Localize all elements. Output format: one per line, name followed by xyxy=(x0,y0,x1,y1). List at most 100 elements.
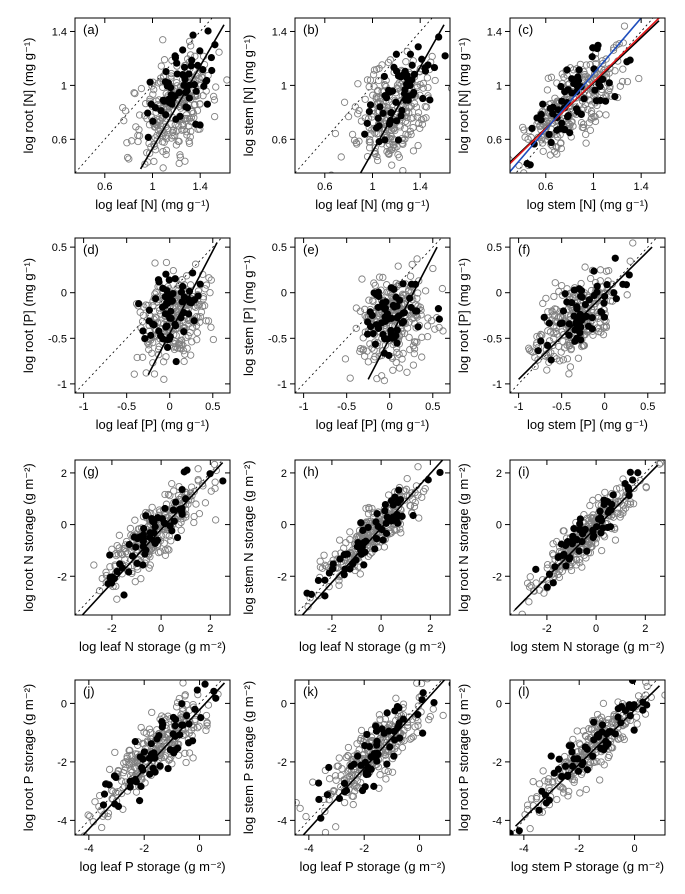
ytick-label: 0 xyxy=(496,698,502,710)
panel-letter: (a) xyxy=(83,22,99,37)
ytick-label: 0.6 xyxy=(52,134,67,146)
panel-i: -202-202log stem N storage (g m⁻²)log ro… xyxy=(450,448,680,673)
ytick-label: 1.4 xyxy=(52,26,67,38)
ytick-label: -4 xyxy=(277,815,287,827)
xlabel: log leaf [P] (mg g⁻¹) xyxy=(96,417,210,432)
ytick-label: -0.5 xyxy=(268,333,287,345)
xtick-label: 1.4 xyxy=(413,181,428,193)
panel-letter: (h) xyxy=(303,464,319,479)
ytick-label: -1 xyxy=(492,379,502,391)
fit-line-black xyxy=(141,25,224,169)
ylabel: log root [P] (mg g⁻¹) xyxy=(456,258,471,373)
fit-line-black xyxy=(82,463,222,615)
xtick-label: 0.5 xyxy=(205,401,220,413)
filled-points xyxy=(361,33,449,145)
xtick-label: -2 xyxy=(542,623,552,635)
panel-a: 0.611.40.611.4log leaf [N] (mg g⁻¹)log r… xyxy=(15,6,245,231)
ytick-label: 1 xyxy=(281,80,287,92)
ytick-label: 0.5 xyxy=(52,242,67,254)
ylabel: log root N storage (g m⁻²) xyxy=(21,463,36,611)
ytick-label: 0 xyxy=(496,288,502,300)
ylabel: log root [N] (mg g⁻¹) xyxy=(456,38,471,154)
ytick-label: 0 xyxy=(496,520,502,532)
ytick-label: 0 xyxy=(61,698,67,710)
xtick-label: -4 xyxy=(84,843,94,855)
ytick-label: 0 xyxy=(281,520,287,532)
panel-letter: (c) xyxy=(518,22,533,37)
ytick-label: -1 xyxy=(277,379,287,391)
panel-letter: (g) xyxy=(83,464,99,479)
fit-line-black xyxy=(515,465,658,610)
filled-points xyxy=(532,469,641,591)
ytick-label: -1 xyxy=(57,379,67,391)
panel-g: -202-202log leaf N storage (g m⁻²)log ro… xyxy=(15,448,245,673)
xtick-label: 1 xyxy=(369,181,375,193)
xtick-label: 1.4 xyxy=(634,181,649,193)
frame xyxy=(510,18,665,173)
xlabel: log stem P storage (g m⁻²) xyxy=(511,859,664,874)
xtick-label: 0 xyxy=(416,843,422,855)
xtick-label: -4 xyxy=(519,843,529,855)
panel-letter: (k) xyxy=(303,684,318,699)
xtick-label: 2 xyxy=(427,623,433,635)
xtick-label: 0 xyxy=(378,623,384,635)
fit-line-black xyxy=(303,680,444,835)
xtick-label: -2 xyxy=(327,623,337,635)
panel-letter: (d) xyxy=(83,242,99,257)
panel-e: -1-0.500.5-1-0.500.5log leaf [P] (mg g⁻¹… xyxy=(235,226,465,451)
ytick-label: 0.5 xyxy=(487,242,502,254)
panel-j: -4-20-4-20log leaf P storage (g m⁻²)log … xyxy=(15,668,245,893)
xtick-label: -1 xyxy=(79,401,89,413)
xlabel: log leaf P storage (g m⁻²) xyxy=(79,859,225,874)
ytick-label: -0.5 xyxy=(48,333,67,345)
xtick-label: 1 xyxy=(590,181,596,193)
xlabel: log leaf N storage (g m⁻²) xyxy=(299,639,446,654)
xtick-label: 0.6 xyxy=(317,181,332,193)
ytick-label: 0 xyxy=(281,288,287,300)
ytick-label: 0 xyxy=(281,698,287,710)
xtick-label: 0 xyxy=(158,623,164,635)
xtick-label: -2 xyxy=(107,623,117,635)
panel-b: 0.611.40.611.4log leaf [N] (mg g⁻¹)log s… xyxy=(235,6,465,231)
ytick-label: -2 xyxy=(57,571,67,583)
ytick-label: 1 xyxy=(61,80,67,92)
xtick-label: 0 xyxy=(196,843,202,855)
xlabel: log stem [N] (mg g⁻¹) xyxy=(527,197,649,212)
ytick-label: 1.4 xyxy=(487,26,502,38)
xtick-label: 0 xyxy=(602,401,608,413)
xtick-label: 0 xyxy=(167,401,173,413)
ytick-label: 0.6 xyxy=(272,134,287,146)
ytick-label: -4 xyxy=(492,815,502,827)
xtick-label: -0.5 xyxy=(117,401,136,413)
ytick-label: 2 xyxy=(281,468,287,480)
fit-line-black xyxy=(83,683,224,835)
fit-line-blue xyxy=(510,18,641,172)
xtick-label: 0.5 xyxy=(425,401,440,413)
ylabel: log stem [P] (mg g⁻¹) xyxy=(241,255,256,376)
panel-letter: (l) xyxy=(518,684,530,699)
ylabel: log root [N] (mg g⁻¹) xyxy=(21,38,36,154)
panel-letter: (e) xyxy=(303,242,319,257)
xtick-label: 0.6 xyxy=(538,181,553,193)
fit-line-black xyxy=(516,686,660,826)
xtick-label: 2 xyxy=(207,623,213,635)
ytick-label: 0.6 xyxy=(487,134,502,146)
xtick-label: 0.5 xyxy=(640,401,655,413)
xlabel: log leaf N storage (g m⁻²) xyxy=(79,639,226,654)
open-points xyxy=(489,448,664,640)
ylabel: log stem N storage (g m⁻²) xyxy=(241,460,256,614)
xtick-label: 1.4 xyxy=(193,181,208,193)
ytick-label: -2 xyxy=(492,571,502,583)
xtick-label: 1 xyxy=(149,181,155,193)
ytick-label: 2 xyxy=(61,468,67,480)
fit-line-black xyxy=(519,247,652,379)
ylabel: log stem [N] (mg g⁻¹) xyxy=(241,35,256,157)
ylabel: log root P storage (g m⁻²) xyxy=(21,684,36,832)
xtick-label: 0 xyxy=(387,401,393,413)
ytick-label: 1.4 xyxy=(272,26,287,38)
panel-letter: (i) xyxy=(518,464,530,479)
panel-c: 0.611.40.611.4log stem [N] (mg g⁻¹)log r… xyxy=(450,6,680,231)
xtick-label: -4 xyxy=(304,843,314,855)
ytick-label: 2 xyxy=(496,468,502,480)
panel-letter: (j) xyxy=(83,684,95,699)
